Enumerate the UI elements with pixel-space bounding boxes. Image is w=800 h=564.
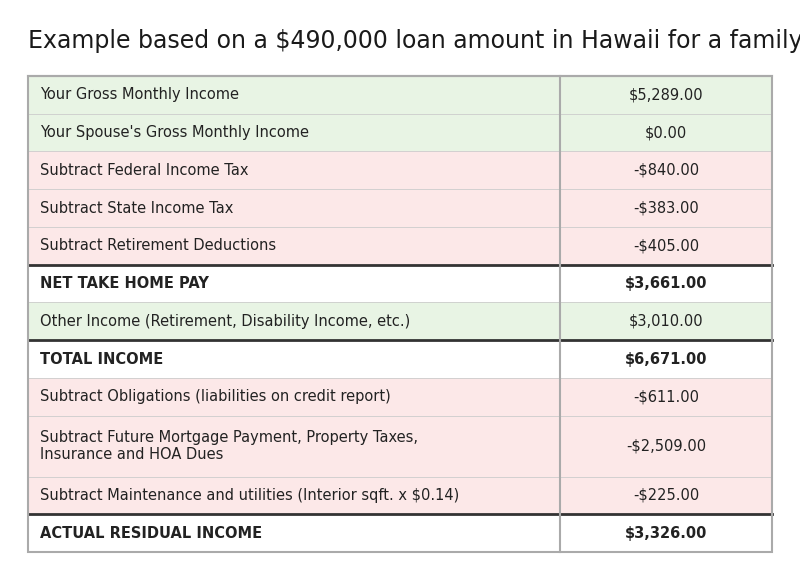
- Text: $3,661.00: $3,661.00: [625, 276, 707, 291]
- Text: Subtract Future Mortgage Payment, Property Taxes,
Insurance and HOA Dues: Subtract Future Mortgage Payment, Proper…: [40, 430, 418, 462]
- Text: Subtract Retirement Deductions: Subtract Retirement Deductions: [40, 239, 276, 253]
- Bar: [560, 514, 772, 552]
- Text: -$405.00: -$405.00: [633, 239, 699, 253]
- Bar: [560, 190, 772, 227]
- Text: -$383.00: -$383.00: [633, 201, 699, 215]
- Text: ACTUAL RESIDUAL INCOME: ACTUAL RESIDUAL INCOME: [40, 526, 262, 541]
- Text: $5,289.00: $5,289.00: [629, 87, 703, 103]
- Text: $3,010.00: $3,010.00: [629, 314, 703, 329]
- Text: Your Spouse's Gross Monthly Income: Your Spouse's Gross Monthly Income: [40, 125, 309, 140]
- Text: Example based on a $490,000 loan amount in Hawaii for a family of two: Example based on a $490,000 loan amount …: [28, 29, 800, 53]
- Bar: [560, 340, 772, 378]
- Bar: [28, 76, 560, 114]
- Bar: [28, 514, 560, 552]
- Bar: [560, 477, 772, 514]
- Bar: [28, 190, 560, 227]
- Bar: [560, 76, 772, 114]
- Bar: [28, 477, 560, 514]
- Text: -$611.00: -$611.00: [633, 389, 699, 404]
- Bar: [28, 76, 772, 552]
- Text: $3,326.00: $3,326.00: [625, 526, 707, 541]
- Text: Subtract Federal Income Tax: Subtract Federal Income Tax: [40, 163, 249, 178]
- Text: Subtract Maintenance and utilities (Interior sqft. x $0.14): Subtract Maintenance and utilities (Inte…: [40, 488, 459, 503]
- Text: -$840.00: -$840.00: [633, 163, 699, 178]
- Bar: [560, 265, 772, 302]
- Bar: [560, 152, 772, 190]
- Bar: [28, 302, 560, 340]
- Text: Subtract Obligations (liabilities on credit report): Subtract Obligations (liabilities on cre…: [40, 389, 390, 404]
- Bar: [28, 152, 560, 190]
- Bar: [560, 114, 772, 152]
- Bar: [560, 227, 772, 265]
- Bar: [28, 340, 560, 378]
- Text: $6,671.00: $6,671.00: [625, 351, 707, 367]
- Text: -$225.00: -$225.00: [633, 488, 699, 503]
- Text: $0.00: $0.00: [645, 125, 687, 140]
- Bar: [560, 378, 772, 416]
- Bar: [28, 114, 560, 152]
- Text: NET TAKE HOME PAY: NET TAKE HOME PAY: [40, 276, 209, 291]
- Bar: [560, 416, 772, 477]
- Bar: [28, 265, 560, 302]
- Bar: [560, 302, 772, 340]
- Bar: [28, 227, 560, 265]
- Text: Other Income (Retirement, Disability Income, etc.): Other Income (Retirement, Disability Inc…: [40, 314, 410, 329]
- Text: Your Gross Monthly Income: Your Gross Monthly Income: [40, 87, 239, 103]
- Bar: [28, 416, 560, 477]
- Text: Subtract State Income Tax: Subtract State Income Tax: [40, 201, 234, 215]
- Text: TOTAL INCOME: TOTAL INCOME: [40, 351, 163, 367]
- Bar: [28, 378, 560, 416]
- Text: -$2,509.00: -$2,509.00: [626, 439, 706, 453]
